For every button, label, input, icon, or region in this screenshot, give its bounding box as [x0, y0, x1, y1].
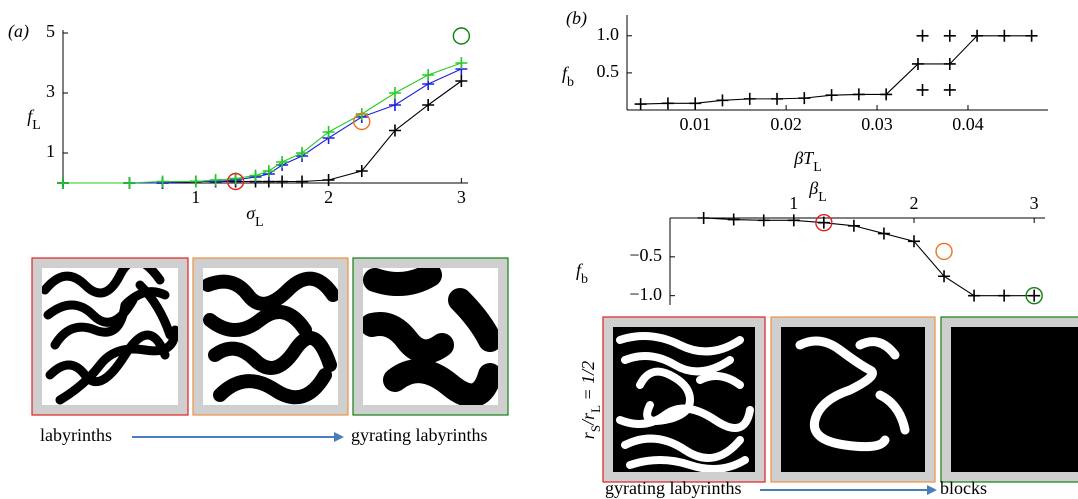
- marker: [422, 69, 434, 81]
- row-label-part: L: [588, 405, 603, 413]
- marker: [276, 176, 288, 188]
- marker: [455, 75, 467, 87]
- pattern-image: [603, 317, 1078, 482]
- row-label-part: = 1/2: [578, 361, 598, 405]
- marker: [323, 126, 335, 138]
- marker: [662, 97, 674, 109]
- marker: [296, 176, 308, 188]
- marker: [57, 177, 69, 189]
- marker: [210, 174, 222, 186]
- regime-label: gyrating labyrinths: [351, 425, 487, 445]
- axis-label-main: βT: [793, 148, 815, 168]
- x-tick-label: 1: [789, 193, 798, 213]
- x-tick-label: 2: [324, 187, 333, 207]
- regime-label: blocks: [940, 478, 987, 498]
- x-tick-label: 2: [909, 193, 918, 213]
- x-tick-label: 1: [191, 187, 200, 207]
- x-tick-label: 0.02: [770, 114, 802, 134]
- marker: [853, 88, 865, 100]
- x-tick-label: 3: [1030, 193, 1039, 213]
- regime-label: labyrinths: [40, 425, 112, 445]
- marker: [250, 170, 262, 182]
- y-tick-label: 0.5: [597, 61, 620, 81]
- regime-label: gyrating labyrinths: [605, 478, 741, 498]
- y-tick-label: 3: [46, 81, 55, 101]
- series-line: [63, 63, 461, 183]
- y-tick-label: 1: [46, 141, 55, 161]
- axis-label-sub: b: [567, 75, 574, 90]
- axis-label-sub: L: [32, 118, 41, 133]
- marker: [798, 92, 810, 104]
- axis-label-sub: b: [581, 272, 588, 287]
- series-line: [704, 218, 1035, 296]
- y-tick-label: −0.5: [629, 245, 662, 265]
- marker: [123, 177, 135, 189]
- marker: [389, 87, 401, 99]
- marker: [848, 220, 860, 232]
- marker: [635, 98, 647, 110]
- pattern-image: [32, 258, 508, 415]
- marker: [689, 97, 701, 109]
- marker: [744, 93, 756, 105]
- marker: [455, 57, 467, 69]
- marker: [389, 99, 401, 111]
- x-tick-label: 0.04: [952, 114, 984, 134]
- marker: [422, 99, 434, 111]
- y-tick-label: 5: [46, 21, 55, 41]
- marker: [190, 176, 202, 188]
- axis-label-sub: L: [813, 160, 822, 175]
- marker: [389, 125, 401, 137]
- x-tick-label: 0.01: [679, 114, 711, 134]
- axis-label: fb: [576, 260, 588, 287]
- marker: [728, 214, 740, 226]
- axis-label: βTL: [793, 148, 822, 175]
- marker: [998, 290, 1010, 302]
- marker: [944, 30, 956, 42]
- marker: [826, 89, 838, 101]
- axis-label: βL: [808, 178, 827, 205]
- marker: [276, 156, 288, 168]
- highlight-circle: [936, 243, 952, 259]
- series-line: [641, 36, 1032, 104]
- axis-label: σL: [246, 203, 263, 230]
- highlight-circle: [453, 28, 469, 44]
- figure: labyrinths gyrating labyrinths gyrating …: [0, 0, 1078, 499]
- marker: [758, 214, 770, 226]
- axis-label-sub: L: [255, 215, 264, 230]
- marker: [323, 174, 335, 186]
- x-tick-label: 3: [457, 187, 466, 207]
- marker: [917, 84, 929, 96]
- series-line: [63, 81, 461, 183]
- row-label-part: /r: [578, 412, 598, 426]
- axis-label-main: β: [808, 178, 818, 198]
- axis-label: fL: [27, 106, 41, 133]
- marker: [878, 228, 890, 240]
- y-tick-label: 1.0: [597, 24, 620, 44]
- marker: [917, 30, 929, 42]
- axis-label-sub: L: [818, 190, 827, 205]
- marker: [296, 147, 308, 159]
- row-label-part: S: [588, 425, 603, 432]
- marker: [968, 290, 980, 302]
- row-label: rS/rL = 1/2: [578, 361, 603, 439]
- marker: [944, 84, 956, 96]
- x-tick-label: 0.03: [861, 114, 893, 134]
- marker: [698, 212, 710, 224]
- marker: [771, 93, 783, 105]
- marker: [716, 94, 728, 106]
- marker: [1028, 290, 1040, 302]
- marker: [998, 30, 1010, 42]
- axis-label: fb: [562, 63, 574, 90]
- marker: [1026, 30, 1038, 42]
- marker: [356, 165, 368, 177]
- marker: [788, 214, 800, 226]
- y-tick-label: −1.0: [629, 284, 662, 304]
- panel-label: (b): [566, 8, 587, 29]
- panel-label: (a): [8, 21, 29, 42]
- marker: [157, 176, 169, 188]
